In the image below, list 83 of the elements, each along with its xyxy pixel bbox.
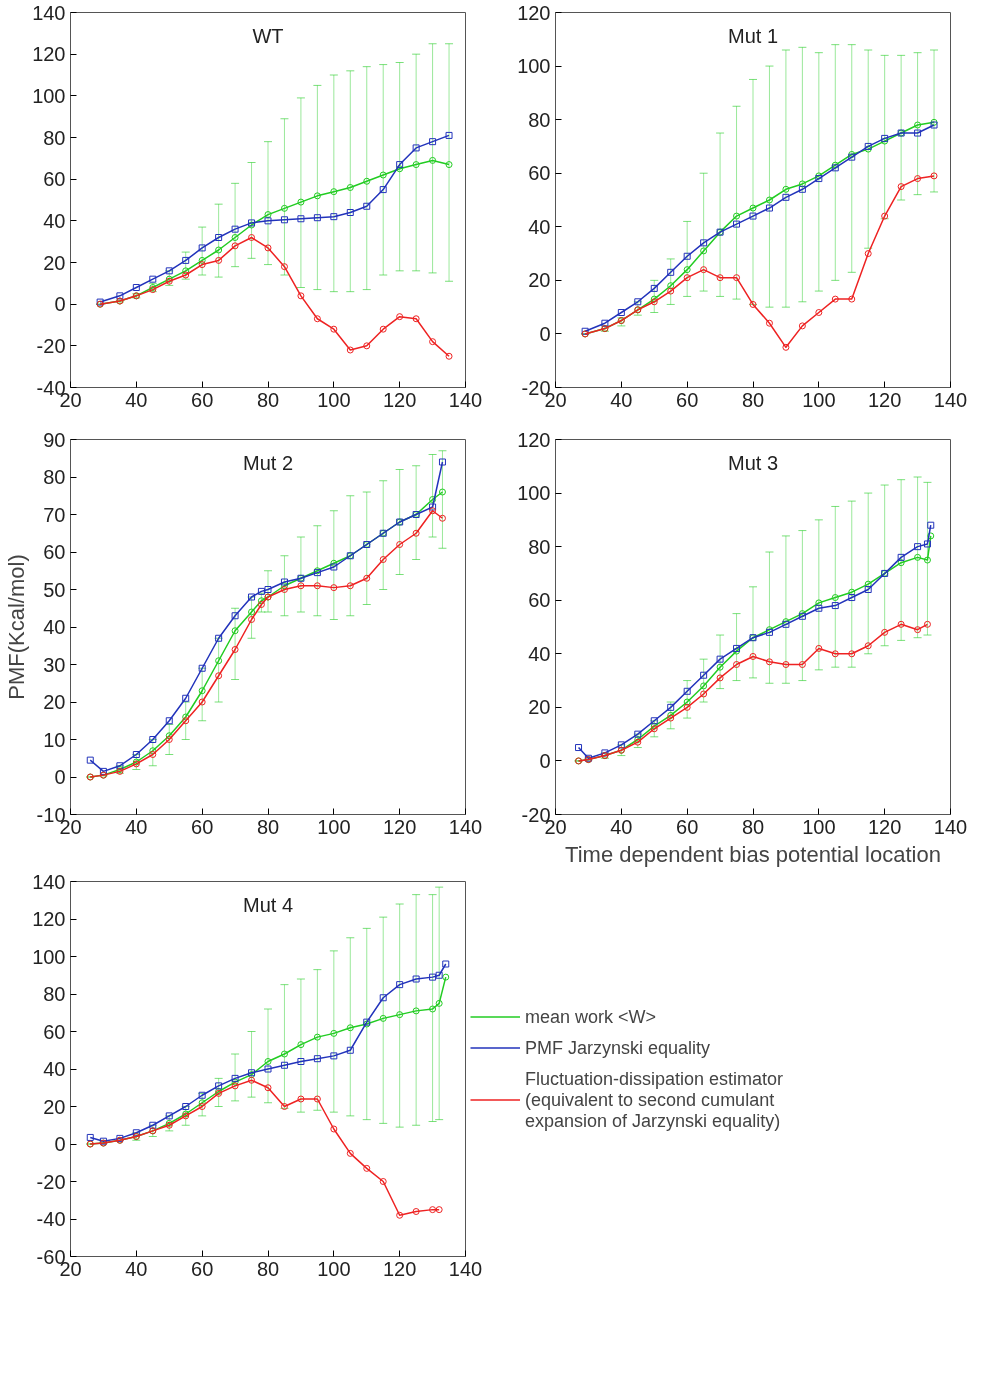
- y-tick-label: 60: [528, 589, 551, 612]
- x-tick-label: 100: [802, 388, 836, 411]
- y-tick-label: 80: [43, 126, 66, 149]
- y-tick-label: 30: [43, 653, 66, 676]
- y-tick-label: 0: [54, 766, 66, 788]
- y-tick-label: 0: [54, 1133, 66, 1155]
- x-tick-label: 120: [382, 388, 417, 411]
- y-tick-label: 70: [43, 503, 66, 526]
- y-tick-label: 50: [43, 578, 66, 601]
- x-tick-label: 80: [256, 388, 280, 411]
- y-tick-label: 100: [32, 84, 66, 107]
- y-tick-label: 20: [43, 691, 66, 713]
- y-tick-label: 80: [43, 466, 66, 488]
- y-tick-label: 100: [32, 945, 66, 968]
- y-tick-label: 60: [43, 168, 66, 191]
- x-tick-label: 40: [610, 815, 633, 838]
- y-tick-label: 60: [528, 162, 551, 185]
- x-tick-label: 120: [867, 815, 902, 838]
- legend-label: mean work <W>: [525, 1006, 658, 1027]
- y-tick-label: 20: [43, 1095, 66, 1118]
- legend-label: PMF Jarzynski equality: [525, 1037, 712, 1058]
- y-tick-label: 20: [528, 269, 551, 292]
- x-tick-label: 100: [317, 815, 351, 838]
- x-tick-label: 140: [448, 388, 483, 411]
- x-tick-label: 60: [191, 1257, 214, 1280]
- x-tick-label: 60: [676, 388, 699, 411]
- x-tick-label: 140: [933, 388, 968, 411]
- x-tick-label: 80: [741, 815, 765, 838]
- y-tick-label: 20: [528, 696, 551, 719]
- y-tick-label: 0: [539, 749, 551, 772]
- y-tick-label: 60: [43, 541, 66, 563]
- y-tick-label: 120: [517, 428, 551, 451]
- x-tick-label: 80: [256, 1257, 280, 1280]
- y-axis-title: PMF(Kcal/mol): [3, 554, 29, 700]
- y-tick-label: 120: [517, 1, 551, 24]
- y-tick-label: 20: [43, 251, 66, 274]
- y-tick-label: -40: [36, 1208, 66, 1230]
- x-tick-label: 60: [191, 815, 214, 838]
- x-tick-label: 100: [802, 815, 836, 838]
- y-tick-label: 40: [528, 215, 551, 238]
- legend-label: Fluctuation-dissipation estimator (equivalent to second cumulant expansion of Jarzynski equality): [525, 1068, 785, 1131]
- x-tick-label: 120: [867, 388, 902, 411]
- y-tick-label: 80: [528, 535, 551, 558]
- x-tick-label: 80: [741, 388, 765, 411]
- text: Mut 4: [242, 893, 294, 916]
- text: WT: [252, 24, 284, 47]
- y-tick-label: 90: [43, 428, 66, 451]
- y-tick-label: 140: [32, 870, 66, 893]
- y-tick-label: 120: [32, 43, 66, 66]
- y-tick-label: 0: [539, 322, 551, 345]
- x-tick-label: 100: [317, 388, 351, 411]
- x-tick-label: 40: [125, 388, 148, 411]
- y-tick-label: 10: [43, 728, 66, 751]
- y-tick-label: -20: [36, 1170, 66, 1193]
- x-tick-label: 40: [125, 815, 148, 838]
- x-tick-label: 140: [933, 815, 968, 838]
- x-tick-label: 140: [448, 1257, 483, 1280]
- x-tick-label: 60: [191, 388, 214, 411]
- text: Mut 1: [727, 24, 779, 47]
- text: Mut 3: [727, 451, 779, 474]
- x-tick-label: 100: [317, 1257, 351, 1280]
- y-tick-label: 40: [43, 616, 66, 638]
- x-tick-label: 120: [382, 815, 417, 838]
- x-tick-label: 120: [382, 1257, 417, 1280]
- x-tick-label: 60: [676, 815, 699, 838]
- y-tick-label: 80: [528, 108, 551, 131]
- y-tick-label: 0: [54, 293, 66, 316]
- x-axis-title: Time dependent bias potential location: [565, 841, 941, 867]
- x-tick-label: 40: [610, 388, 633, 411]
- y-tick-label: 60: [43, 1020, 66, 1043]
- y-tick-label: 100: [517, 482, 551, 505]
- y-tick-label: 40: [43, 1058, 66, 1080]
- y-tick-label: 120: [32, 908, 66, 930]
- y-tick-label: 140: [32, 1, 66, 24]
- y-tick-label: 40: [43, 209, 66, 232]
- x-tick-label: 80: [256, 815, 280, 838]
- text: Mut 2: [242, 451, 294, 474]
- y-tick-label: 40: [528, 642, 551, 665]
- y-tick-label: 100: [517, 55, 551, 78]
- y-tick-label: -20: [36, 334, 66, 357]
- y-tick-label: 80: [43, 983, 66, 1005]
- x-tick-label: 140: [448, 815, 483, 838]
- x-tick-label: 40: [125, 1257, 148, 1280]
